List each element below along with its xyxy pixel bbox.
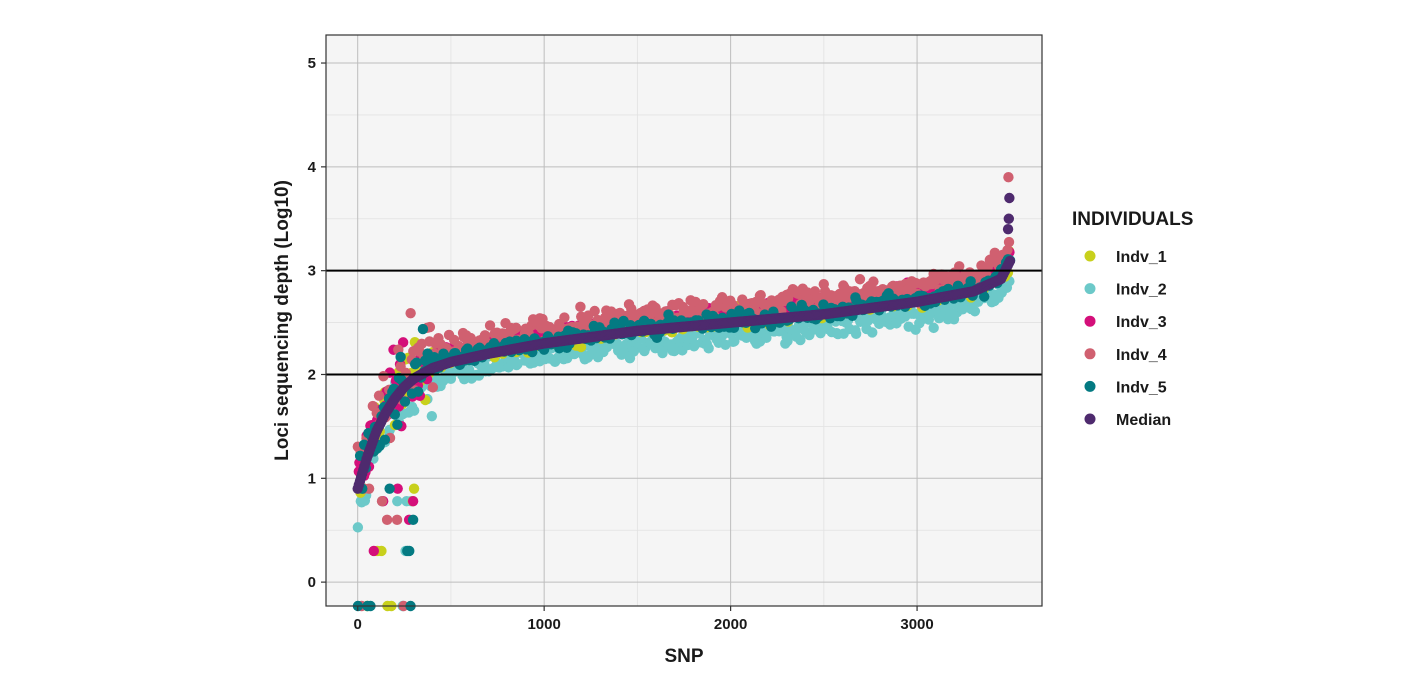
- point-indv_4: [1002, 244, 1013, 256]
- point-indv_3: [392, 483, 403, 494]
- point-indv_2: [795, 334, 806, 346]
- point-indv_2: [408, 405, 420, 416]
- legend-label-indv_5: Indv_5: [1116, 379, 1167, 396]
- legend-label-indv_2: Indv_2: [1116, 282, 1167, 299]
- point-indv_2: [928, 322, 939, 334]
- y-tick-label: 2: [308, 366, 316, 383]
- point-indv_2: [352, 522, 364, 533]
- point-indv_5: [392, 419, 403, 430]
- point-indv_4: [510, 322, 522, 334]
- point-indv_5: [395, 351, 406, 363]
- point-indv_5: [407, 514, 419, 526]
- point-indv_4: [954, 261, 965, 272]
- y-tick-label: 5: [308, 55, 316, 72]
- point-indv_4: [575, 301, 586, 313]
- legend-swatch-indv_5: [1084, 380, 1096, 392]
- point-indv_5: [979, 291, 990, 302]
- legend-swatch-indv_2: [1084, 283, 1096, 295]
- x-tick-label: 1000: [527, 616, 560, 633]
- legend-swatch-indv_3: [1084, 315, 1096, 327]
- point-indv_5: [411, 357, 422, 368]
- y-tick-label: 1: [308, 470, 316, 487]
- point-indv_2: [850, 328, 862, 340]
- point-indv_4: [1003, 236, 1015, 248]
- y-axis-title: Loci sequencing depth (Log10): [272, 180, 293, 461]
- point-indv_5: [384, 483, 395, 494]
- y-tick-label: 0: [308, 574, 316, 591]
- point-indv_4: [698, 298, 709, 310]
- legend: Indv_1 Indv_2 Indv_3 Indv_4 Indv_5 Median: [1084, 249, 1171, 429]
- point-indv_5: [965, 276, 976, 287]
- point-indv_5: [417, 323, 429, 335]
- point-indv_4: [391, 514, 403, 526]
- legend-swatch-indv_4: [1084, 348, 1096, 360]
- point-indv_4: [405, 307, 416, 319]
- point-indv_2: [867, 327, 878, 338]
- legend-label-median: Median: [1116, 412, 1171, 429]
- legend-title: INDIVIDUALS: [1072, 209, 1193, 230]
- point-indv_2: [392, 495, 403, 507]
- point-indv_4: [378, 371, 389, 382]
- point-indv_5: [399, 396, 411, 407]
- point-indv_3: [368, 545, 380, 557]
- y-tick-label: 4: [308, 159, 317, 176]
- point-indv_4: [690, 296, 701, 308]
- legend-label-indv_1: Indv_1: [1116, 249, 1167, 266]
- point-indv_4: [427, 382, 439, 393]
- point-outlier: [1002, 223, 1014, 235]
- point-indv_4: [755, 289, 766, 301]
- point-indv_3: [407, 495, 419, 507]
- point-indv_2: [729, 335, 740, 347]
- x-axis-title: SNP: [664, 646, 703, 667]
- point-indv_3: [397, 337, 409, 348]
- point-indv_4: [559, 312, 570, 323]
- point-indv_4: [373, 390, 385, 401]
- x-tick-label: 3000: [900, 616, 933, 633]
- point-indv_4: [589, 305, 600, 317]
- point-outlier: [1004, 192, 1015, 204]
- axes: 0 1 2 3 4 5 0 1000 2000 3000: [308, 55, 934, 633]
- point-indv_2: [782, 335, 793, 347]
- legend-swatch-indv_1: [1084, 250, 1096, 262]
- point-indv_4: [854, 274, 866, 285]
- point-indv_4: [376, 495, 388, 507]
- x-tick-label: 2000: [714, 616, 747, 633]
- threshold-lines: [326, 269, 1042, 376]
- point-indv_5: [379, 434, 391, 445]
- point-indv_5: [734, 305, 745, 316]
- point-indv_2: [703, 343, 714, 354]
- legend-label-indv_3: Indv_3: [1116, 314, 1167, 331]
- point-indv_1: [376, 545, 387, 557]
- x-tick-label: 0: [354, 616, 362, 633]
- point-indv_1: [408, 483, 420, 494]
- point-indv_2: [969, 306, 981, 317]
- point-indv_5: [404, 545, 415, 557]
- point-indv_5: [412, 386, 424, 397]
- point-indv_4: [484, 320, 496, 331]
- point-outlier: [1003, 172, 1014, 183]
- legend-label-indv_4: Indv_4: [1116, 347, 1167, 364]
- y-tick-label: 3: [308, 263, 316, 280]
- point-indv_2: [426, 410, 438, 422]
- point-outlier: [1003, 213, 1015, 224]
- point-indv_4: [381, 514, 393, 526]
- plot-panel-border: [325, 34, 1043, 607]
- legend-swatch-median: [1084, 413, 1096, 425]
- point-median: [1004, 255, 1016, 267]
- point-indv_4: [868, 276, 879, 287]
- point-indv_1: [575, 341, 587, 353]
